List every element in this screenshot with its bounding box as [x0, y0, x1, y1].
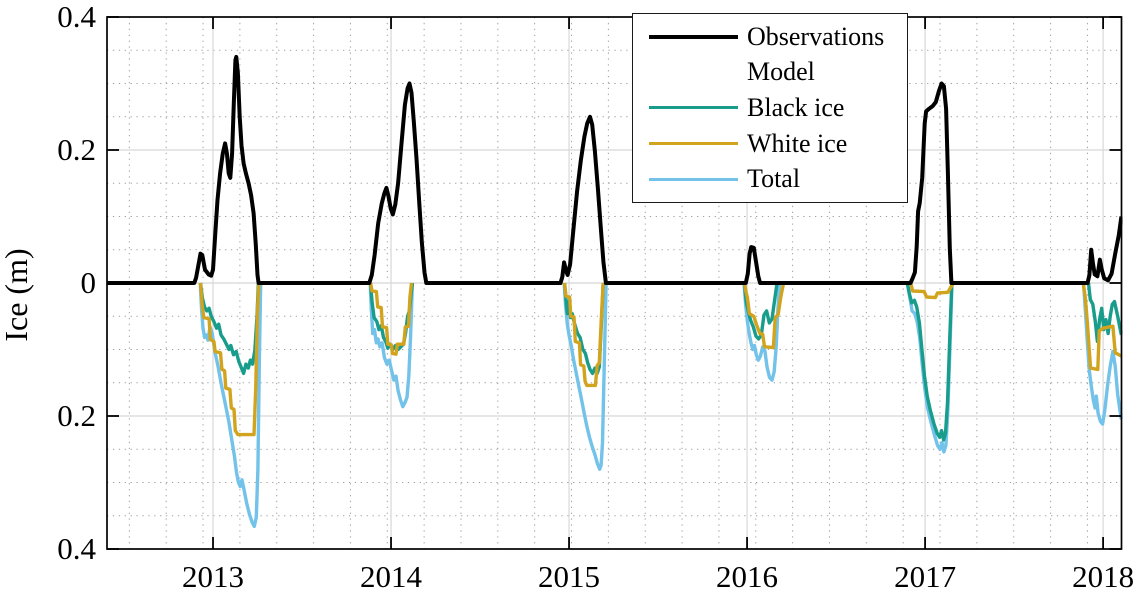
series-total [562, 282, 608, 471]
legend-label-black-ice: Black ice [747, 92, 845, 122]
x-tick-label-2013: 2013 [182, 559, 244, 594]
tick-labels: 2013 2014 2015 2016 2017 2018 0.4 0.2 0 0.2 0.4 [57, 0, 1134, 594]
legend-item-total: Total [633, 161, 907, 197]
series-white-ice [562, 282, 605, 388]
y-tick-label-1: 0.2 [57, 132, 96, 167]
legend-item-black-ice: Black ice [633, 90, 907, 126]
series-total [742, 282, 782, 382]
series-white-ice [1081, 282, 1123, 372]
y-axis-title: Ice (m) [0, 248, 34, 341]
legend-label-model: Model [747, 57, 815, 87]
legend-item-model-header: Model [633, 55, 907, 91]
legend-label-total: Total [747, 164, 801, 194]
series-white-ice [909, 282, 956, 300]
series-total [198, 282, 263, 529]
legend-label-white-ice: White ice [747, 128, 848, 158]
legend-label-observations: Observations [747, 21, 885, 51]
legend-item-white-ice: White ice [633, 126, 907, 162]
y-tick-label-2: 0 [81, 265, 97, 300]
x-tick-label-2017: 2017 [894, 559, 956, 594]
series-black-ice [198, 282, 261, 376]
series-white-ice [198, 282, 261, 437]
axes-frame [106, 16, 1123, 550]
series-observations [107, 54, 1123, 285]
series-black-ice [905, 282, 954, 442]
legend-line-observations [649, 34, 738, 39]
x-tick-label-2018: 2018 [1072, 559, 1134, 594]
series-black-ice [1086, 282, 1123, 344]
y-tick-label-4: 0.4 [57, 531, 96, 566]
series-total [1081, 282, 1123, 426]
x-tick-label-2014: 2014 [360, 559, 423, 594]
legend-line-black-ice [649, 106, 738, 110]
legend: Observations Model Black ice White ice T… [632, 13, 908, 203]
y-tick-label-3: 0.2 [57, 398, 96, 433]
x-tick-label-2016: 2016 [716, 559, 778, 594]
series-total [905, 282, 954, 454]
legend-item-observations: Observations [633, 19, 907, 55]
legend-line-total [649, 177, 738, 181]
x-tick-label-2015: 2015 [538, 559, 600, 594]
y-tick-label-0: 0.4 [57, 0, 96, 34]
series-white-ice [742, 282, 786, 350]
series-white-ice [368, 282, 414, 356]
legend-line-white-ice [649, 142, 738, 146]
series-total [368, 282, 415, 409]
data-series [107, 54, 1123, 529]
